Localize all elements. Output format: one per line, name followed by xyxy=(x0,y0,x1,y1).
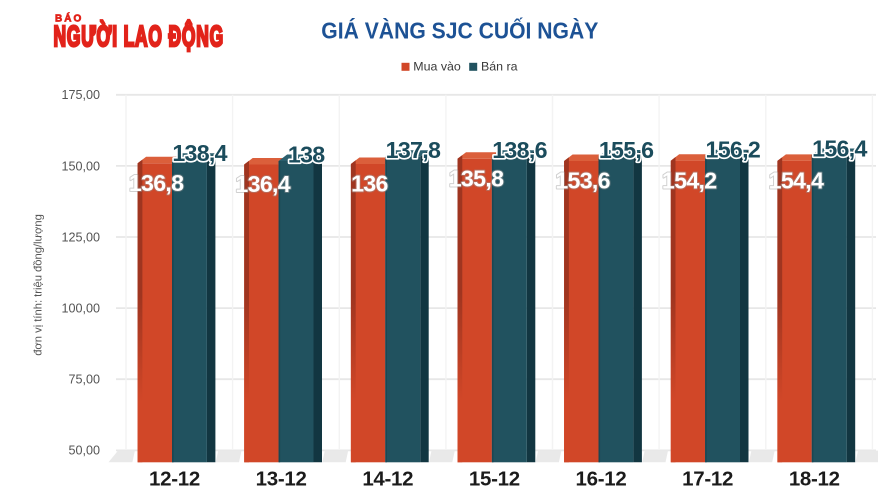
svg-text:đơn vị tính: triệu đồng/lượng: đơn vị tính: triệu đồng/lượng xyxy=(33,214,45,356)
svg-text:136,8: 136,8 xyxy=(129,170,184,196)
svg-text:138: 138 xyxy=(288,141,325,167)
svg-text:154,4: 154,4 xyxy=(769,168,824,194)
svg-text:13-12: 13-12 xyxy=(256,468,307,491)
svg-text:GIÁ VÀNG SJC CUỐI NGÀY: GIÁ VÀNG SJC CUỐI NGÀY xyxy=(321,17,598,44)
svg-text:156,2: 156,2 xyxy=(706,137,761,163)
svg-text:155,6: 155,6 xyxy=(599,137,654,163)
svg-text:153,6: 153,6 xyxy=(555,168,610,194)
svg-text:154,2: 154,2 xyxy=(662,167,717,193)
svg-text:150,00: 150,00 xyxy=(61,159,100,173)
svg-text:135,8: 135,8 xyxy=(449,165,504,191)
svg-text:14-12: 14-12 xyxy=(362,468,413,491)
svg-text:75,00: 75,00 xyxy=(68,373,100,387)
svg-text:100,00: 100,00 xyxy=(61,302,100,316)
svg-text:136: 136 xyxy=(351,171,388,197)
svg-text:12-12: 12-12 xyxy=(149,468,200,491)
svg-text:Bán ra: Bán ra xyxy=(481,60,518,74)
svg-text:175,00: 175,00 xyxy=(61,88,100,102)
svg-text:125,00: 125,00 xyxy=(61,230,100,244)
svg-text:138,4: 138,4 xyxy=(172,140,227,166)
svg-text:NGƯỜI LAO ĐỘNG: NGƯỜI LAO ĐỘNG xyxy=(54,19,225,53)
svg-text:15-12: 15-12 xyxy=(469,468,520,491)
svg-text:17-12: 17-12 xyxy=(682,468,733,491)
svg-text:16-12: 16-12 xyxy=(576,468,627,491)
svg-text:136,4: 136,4 xyxy=(235,171,290,197)
svg-text:137,8: 137,8 xyxy=(386,137,441,163)
svg-text:156,4: 156,4 xyxy=(812,135,867,161)
svg-text:Mua vào: Mua vào xyxy=(413,60,461,74)
svg-text:138,6: 138,6 xyxy=(492,137,547,163)
svg-text:18-12: 18-12 xyxy=(789,468,840,491)
svg-text:50,00: 50,00 xyxy=(68,444,100,458)
